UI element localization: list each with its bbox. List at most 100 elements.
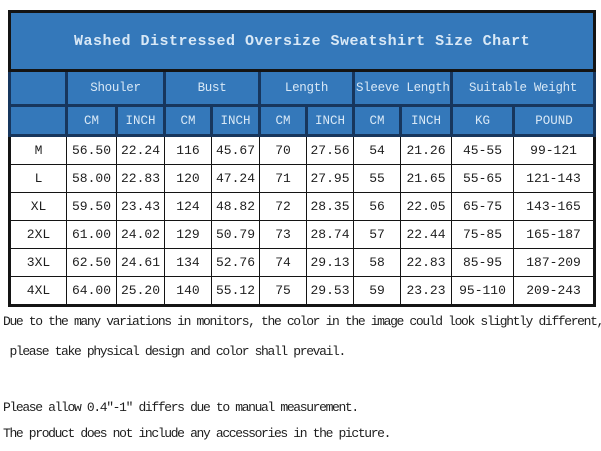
measurement-cell: 45-55 [451, 135, 514, 165]
measurement-cell: 29.53 [306, 276, 354, 306]
measurement-cell: 61.00 [66, 220, 117, 249]
unit-header-cm: CM [258, 104, 308, 137]
measurement-cell: 24.61 [116, 248, 165, 277]
measurement-cell: 124 [164, 192, 212, 221]
measurement-cell: 45.67 [211, 135, 260, 165]
size-chart-table: Washed Distressed Oversize Sweatshirt Si… [7, 10, 597, 307]
measurement-cell: 23.23 [400, 276, 452, 306]
note-physical-design: please take physical design and color sh… [3, 344, 346, 359]
corner-cell [8, 104, 68, 137]
measurement-cell: 21.26 [400, 135, 452, 165]
unit-header-inch: INCH [399, 104, 453, 137]
column-group-row: Shouler Bust Length Sleeve Length Suitable W… [8, 69, 597, 107]
measurement-cell: 57 [353, 220, 401, 249]
measurement-cell: 22.83 [116, 164, 165, 193]
unit-header-cm: CM [163, 104, 213, 137]
measurement-cell: 64.00 [66, 276, 117, 306]
unit-header-inch: INCH [305, 104, 355, 137]
note-accessories: The product does not include any accesso… [3, 426, 391, 441]
measurement-cell: 22.05 [400, 192, 452, 221]
column-group-bust: Bust [163, 69, 261, 107]
measurement-cell: 95-110 [451, 276, 514, 306]
unit-header-inch: INCH [115, 104, 166, 137]
measurement-cell: 27.56 [306, 135, 354, 165]
measurement-cell: 187-209 [512, 248, 596, 277]
measurement-cell: 52.76 [211, 248, 260, 277]
unit-header-kg: KG [450, 104, 515, 137]
measurement-cell: 22.44 [400, 220, 452, 249]
size-label: L [9, 164, 67, 193]
title-row: Washed Distressed Oversize Sweatshirt Si… [7, 10, 597, 72]
measurement-cell: 134 [164, 248, 212, 277]
measurement-cell: 165-187 [512, 220, 596, 249]
measurement-cell: 65-75 [451, 192, 514, 221]
measurement-cell: 25.20 [116, 276, 165, 306]
measurement-cell: 29.13 [306, 248, 354, 277]
measurement-cell: 99-121 [512, 135, 596, 165]
measurement-cell: 72 [259, 192, 307, 221]
measurement-cell: 74 [259, 248, 307, 277]
unit-header-inch: INCH [210, 104, 261, 137]
measurement-cell: 58 [353, 248, 401, 277]
measurement-cell: 55 [353, 164, 401, 193]
measurement-cell: 47.24 [211, 164, 260, 193]
size-label: M [9, 135, 67, 165]
measurement-cell: 59.50 [66, 192, 117, 221]
column-group-sleeve-length: Sleeve Length [352, 69, 453, 107]
measurement-cell: 54 [353, 135, 401, 165]
measurement-cell: 75-85 [451, 220, 514, 249]
measurement-cell: 120 [164, 164, 212, 193]
unit-header-cm: CM [352, 104, 402, 137]
size-table-body: M 56.50 22.24 116 45.67 70 27.56 54 21.26 45-55 99… [9, 135, 596, 306]
measurement-cell: 85-95 [451, 248, 514, 277]
note-monitor-color: Due to the many variations in monitors, … [3, 314, 601, 329]
measurement-cell: 48.82 [211, 192, 260, 221]
column-group-suitable-weight: Suitable Weight [449, 69, 597, 107]
measurement-cell: 55-65 [451, 164, 514, 193]
table-row: 2XL 61.00 24.02 129 50.79 73 28.74 57 22.44 75-85… [9, 220, 596, 249]
size-label: XL [9, 192, 67, 221]
measurement-cell: 121-143 [512, 164, 596, 193]
measurement-cell: 209-243 [512, 276, 596, 306]
note-measurement: Please allow 0.4"-1" differs due to manu… [3, 400, 359, 415]
table-row: L 58.00 22.83 120 47.24 71 27.95 55 21.65 55-65 12… [9, 164, 596, 193]
measurement-cell: 22.83 [400, 248, 452, 277]
unit-header-row: CM INCH CM INCH CM INCH CM INCH KG POUND [8, 104, 597, 137]
measurement-cell: 129 [164, 220, 212, 249]
measurement-cell: 62.50 [66, 248, 117, 277]
measurement-cell: 58.00 [66, 164, 117, 193]
table-row: XL 59.50 23.43 124 48.82 72 28.35 56 22.05 65-75 1… [9, 192, 596, 221]
measurement-cell: 23.43 [116, 192, 165, 221]
size-label: 2XL [9, 220, 67, 249]
measurement-cell: 56.50 [66, 135, 117, 165]
measurement-cell: 22.24 [116, 135, 165, 165]
chart-title: Washed Distressed Oversize Sweatshirt Si… [7, 10, 597, 72]
measurement-cell: 27.95 [306, 164, 354, 193]
measurement-cell: 70 [259, 135, 307, 165]
measurement-cell: 140 [164, 276, 212, 306]
size-label: 4XL [9, 276, 67, 306]
measurement-cell: 56 [353, 192, 401, 221]
measurement-cell: 21.65 [400, 164, 452, 193]
measurement-cell: 73 [259, 220, 307, 249]
measurement-cell: 24.02 [116, 220, 165, 249]
table-row: M 56.50 22.24 116 45.67 70 27.56 54 21.26 45-55 99… [9, 135, 596, 165]
measurement-cell: 143-165 [512, 192, 596, 221]
unit-header-pound: POUND [511, 104, 597, 137]
table-row: 4XL 64.00 25.20 140 55.12 75 29.53 59 23.23 95-11… [9, 276, 596, 306]
unit-header-cm: CM [65, 104, 118, 137]
notes-section: Due to the many variations in monitors, … [3, 312, 601, 443]
column-group-shouler: Shouler [65, 69, 166, 107]
column-group-length: Length [258, 69, 355, 107]
measurement-cell: 59 [353, 276, 401, 306]
measurement-cell: 50.79 [211, 220, 260, 249]
measurement-cell: 28.74 [306, 220, 354, 249]
size-label: 3XL [9, 248, 67, 277]
corner-cell [8, 69, 68, 107]
table-row: 3XL 62.50 24.61 134 52.76 74 29.13 58 22.83 85-95… [9, 248, 596, 277]
measurement-cell: 28.35 [306, 192, 354, 221]
measurement-cell: 116 [164, 135, 212, 165]
measurement-cell: 75 [259, 276, 307, 306]
measurement-cell: 55.12 [211, 276, 260, 306]
